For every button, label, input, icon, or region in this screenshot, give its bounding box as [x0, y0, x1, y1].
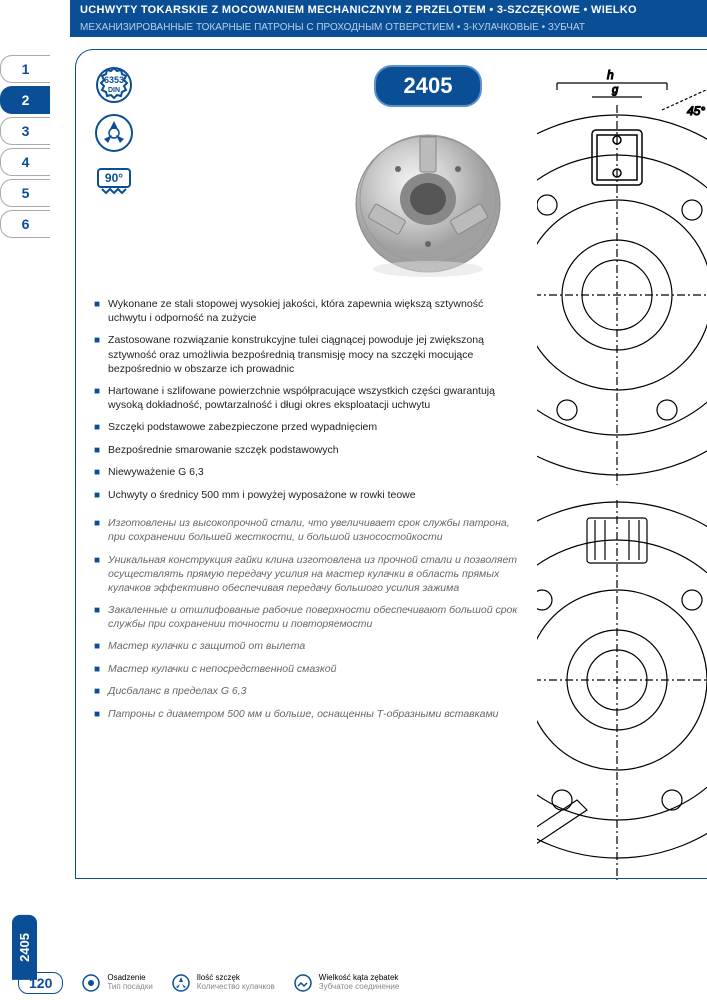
spec-item: ■Уникальная конструкция гайки клина изго…	[94, 553, 522, 596]
bullet-icon: ■	[94, 685, 100, 699]
main-panel: 6353 DIN 90° 2405	[75, 49, 707, 879]
bullet-icon: ■	[94, 385, 100, 412]
spec-item: ■Мастер кулачки с непосредственной смазк…	[94, 662, 522, 677]
bullet-icon: ■	[94, 604, 100, 631]
spec-item: ■Изготовлены из высокопрочной стали, что…	[94, 516, 522, 544]
spec-item: ■Szczęki podstawowe zabezpieczone przed …	[94, 420, 522, 435]
svg-text:h: h	[607, 68, 614, 82]
chuck-product-image	[348, 119, 508, 279]
side-tab-6[interactable]: 6	[0, 210, 50, 238]
footer-item-angle: Wielkość kąta zębatekЗубчатое соединение	[293, 973, 400, 993]
svg-text:45°: 45°	[687, 104, 705, 118]
svg-text:g: g	[612, 84, 619, 96]
angle-badge-icon: 90°	[94, 161, 134, 201]
bullet-icon: ■	[94, 663, 100, 677]
spec-item: ■Wykonane ze stali stopowej wysokiej jak…	[94, 297, 522, 325]
bullet-icon: ■	[94, 421, 100, 435]
angle-icon	[293, 973, 313, 993]
side-tab-3[interactable]: 3	[0, 117, 50, 145]
footer-item-jaws: Ilość szczękКоличество кулачков	[171, 973, 275, 993]
bullet-icon: ■	[94, 554, 100, 596]
spec-item: ■Niewyważenie G 6,3	[94, 465, 522, 480]
side-tab-4[interactable]: 4	[0, 148, 50, 176]
spec-item: ■Патроны с диаметром 500 мм и больше, ос…	[94, 707, 522, 722]
spec-item: ■Дисбаланс в пределах G 6,3	[94, 684, 522, 699]
page-number: 120	[18, 972, 63, 994]
header-pl: UCHWYTY TOKARSKIE Z MOCOWANIEM MECHANICZ…	[70, 0, 707, 20]
bullet-icon: ■	[94, 489, 100, 503]
svg-text:6353: 6353	[104, 75, 124, 85]
jaws-icon	[171, 973, 191, 993]
bullet-icon: ■	[94, 298, 100, 325]
bullet-icon: ■	[94, 466, 100, 480]
spec-item: ■Zastosowane rozwiązanie konstrukcyjne t…	[94, 333, 522, 376]
bullet-icon: ■	[94, 334, 100, 376]
technical-drawing: h g 45°	[537, 65, 707, 885]
header-ru: МЕХАНИЗИРОВАННЫЕ ТОКАРНЫЕ ПАТРОНЫ С ПРОХ…	[70, 20, 707, 37]
footer: 120 OsadzenieТип посадки Ilość szczękКол…	[0, 966, 707, 1000]
mounting-icon	[81, 973, 101, 993]
bullet-icon: ■	[94, 517, 100, 544]
spec-item: ■Bezpośrednie smarowanie szczęk podstawo…	[94, 443, 522, 458]
footer-item-mounting: OsadzenieТип посадки	[81, 973, 152, 993]
svg-text:DIN: DIN	[108, 87, 120, 94]
jaw-badge-icon	[94, 113, 134, 153]
bullet-icon: ■	[94, 444, 100, 458]
side-tab-1[interactable]: 1	[0, 55, 50, 83]
bullet-icon: ■	[94, 640, 100, 654]
spec-item: ■Hartowane i szlifowane powierzchnie wsp…	[94, 384, 522, 412]
bullet-icon: ■	[94, 708, 100, 722]
product-number: 2405	[374, 65, 483, 107]
side-tab-5[interactable]: 5	[0, 179, 50, 207]
spec-item: ■Закаленные и отшлифованые рабочие повер…	[94, 603, 522, 631]
spec-item: ■Мастер кулачки с защитой от вылета	[94, 639, 522, 654]
side-tabs: 1 2 3 4 5 6	[0, 55, 50, 238]
spec-item: ■Uchwyty o średnicy 500 mm i powyżej wyp…	[94, 488, 522, 503]
din-badge-icon: 6353 DIN	[94, 65, 134, 105]
cert-badges: 6353 DIN 90°	[94, 65, 134, 279]
svg-text:90°: 90°	[105, 171, 123, 185]
side-tab-2[interactable]: 2	[0, 86, 50, 114]
